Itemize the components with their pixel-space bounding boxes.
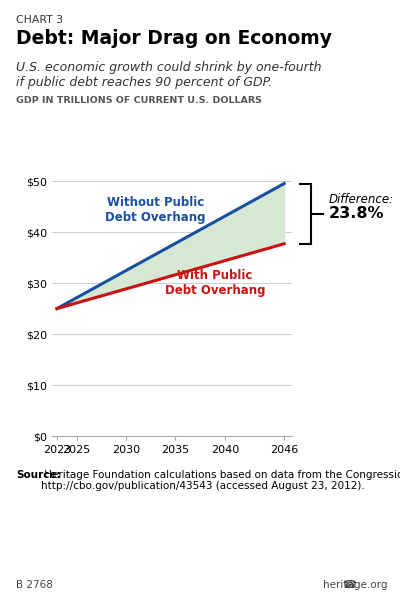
Text: Difference:: Difference: — [328, 193, 394, 206]
Text: heritage.org: heritage.org — [324, 581, 388, 590]
Text: U.S. economic growth could shrink by one-fourth
if public debt reaches 90 percen: U.S. economic growth could shrink by one… — [16, 61, 322, 89]
Text: With Public
Debt Overhang: With Public Debt Overhang — [165, 270, 265, 297]
Text: ☎: ☎ — [342, 581, 356, 590]
Text: CHART 3: CHART 3 — [16, 15, 63, 25]
Text: Without Public
Debt Overhang: Without Public Debt Overhang — [106, 196, 206, 224]
Text: Heritage Foundation calculations based on data from the Congressional Budget Off: Heritage Foundation calculations based o… — [41, 470, 400, 491]
Text: B 2768: B 2768 — [16, 581, 53, 590]
Text: 23.8%: 23.8% — [328, 206, 384, 221]
Text: GDP IN TRILLIONS OF CURRENT U.S. DOLLARS: GDP IN TRILLIONS OF CURRENT U.S. DOLLARS — [16, 96, 262, 106]
Text: Debt: Major Drag on Economy: Debt: Major Drag on Economy — [16, 29, 332, 48]
Text: Source:: Source: — [16, 470, 61, 479]
